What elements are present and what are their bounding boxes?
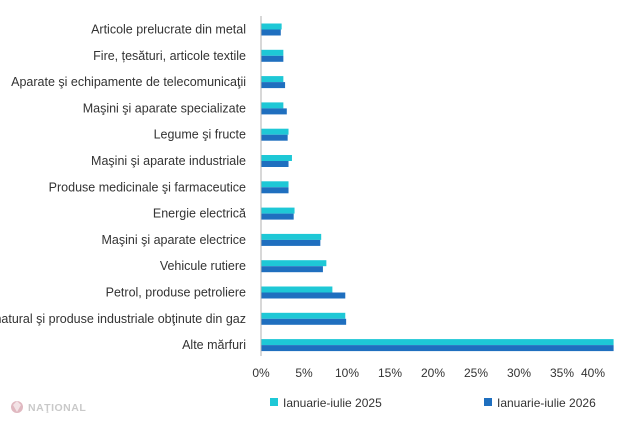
- category-label: Articole prelucrate din metal: [91, 23, 246, 37]
- x-tick-label: 0%: [252, 366, 270, 380]
- x-tick-label: 15%: [378, 366, 402, 380]
- bar-series-1: [261, 161, 289, 167]
- bar-series-1: [261, 345, 614, 352]
- category-label: Legume şi fructe: [154, 128, 246, 142]
- x-tick-label: 35%: [550, 366, 574, 380]
- legend-swatch-2026: [484, 398, 492, 406]
- bar-series-0: [261, 23, 282, 30]
- category-label: Gaz natural şi produse industriale obţin…: [0, 312, 246, 326]
- legend-swatch-2025: [270, 398, 278, 406]
- category-label: Energie electrică: [153, 207, 246, 221]
- bar-series-1: [261, 29, 281, 36]
- bar-series-1: [261, 292, 346, 299]
- bar-series-0: [261, 76, 284, 83]
- x-tick-label: 10%: [335, 366, 359, 380]
- category-label: Aparate şi echipamente de telecomunicaţi…: [11, 75, 246, 89]
- legend-label-2025: Ianuarie-iulie 2025: [283, 396, 382, 410]
- logo-pin-icon: [13, 401, 21, 412]
- bar-series-0: [261, 260, 327, 267]
- bar-series-0: [261, 207, 295, 214]
- category-label: Produse medicinale şi farmaceutice: [49, 180, 246, 194]
- bar-series-0: [261, 181, 289, 188]
- category-label: Alte mărfuri: [182, 338, 246, 352]
- bar-series-0: [261, 286, 333, 293]
- x-tick-label: 5%: [295, 366, 313, 380]
- x-tick-label: 25%: [464, 366, 488, 380]
- x-axis-ticks: 0% 5% 10% 15% 20% 25% 30% 35% 40%: [252, 366, 605, 380]
- bar-series-1: [261, 55, 284, 62]
- bar-series-1: [261, 134, 288, 141]
- bar-series-1: [261, 266, 323, 273]
- bars: [261, 23, 614, 352]
- category-labels: Articole prelucrate din metal Fire, țesăt…: [0, 23, 246, 353]
- bar-series-1: [261, 239, 321, 246]
- bar-series-0: [261, 312, 346, 319]
- legend: Ianuarie-iulie 2025 Ianuarie-iulie 2026: [270, 396, 596, 410]
- bar-series-0: [261, 102, 284, 109]
- x-tick-label: 20%: [421, 366, 445, 380]
- bar-series-1: [261, 213, 294, 220]
- national-logo: NAŢIONAL: [11, 401, 86, 414]
- category-label: Petrol, produse petroliere: [106, 286, 246, 300]
- category-label: Maşini şi aparate industriale: [91, 154, 246, 168]
- bar-series-0: [261, 339, 614, 346]
- x-tick-label: 40%: [581, 366, 605, 380]
- category-label: Maşini şi aparate electrice: [101, 233, 246, 247]
- logo-text: NAŢIONAL: [28, 402, 86, 414]
- category-label: Fire, țesături, articole textile: [93, 49, 246, 63]
- bar-series-0: [261, 233, 322, 240]
- bar-series-1: [261, 82, 286, 89]
- bar-series-1: [261, 187, 289, 194]
- category-label: Vehicule rutiere: [160, 259, 246, 273]
- bar-series-0: [261, 128, 289, 135]
- x-tick-label: 30%: [507, 366, 531, 380]
- category-label: Maşini şi aparate specializate: [83, 101, 246, 115]
- bar-series-1: [261, 108, 287, 115]
- legend-label-2026: Ianuarie-iulie 2026: [497, 396, 596, 410]
- bar-series-0: [261, 49, 284, 56]
- bar-series-0: [261, 155, 292, 161]
- bar-series-1: [261, 318, 347, 325]
